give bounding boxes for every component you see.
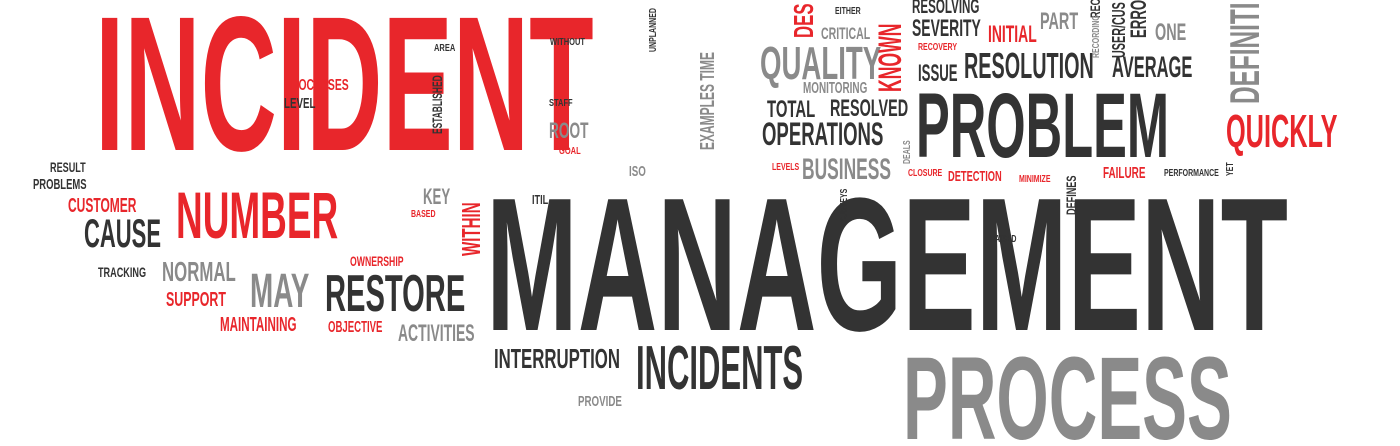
word-total: TOTAL [767,96,816,123]
word-incidents: INCIDENTS [636,334,804,403]
word-restore: RESTORE [325,265,466,323]
word-problem: PROBLEM [916,75,1169,177]
word-error: ERROR [1126,0,1151,38]
word-quality: QUALITY [760,37,882,89]
word-based: BASED [411,209,436,220]
word-key: KEY [423,184,451,209]
word-monitoring: MONITORING [803,80,868,97]
word-quickly: QUICKLY [1226,105,1338,157]
word-problems: PROBLEMS [33,176,87,193]
word-recovery: RECOVERY [918,42,958,53]
word-within: WITHIN [456,202,486,256]
word-interruption: INTERRUPTION [494,343,620,374]
word-either: EITHER [835,6,861,17]
word-part: PART [1040,8,1079,35]
word-processes: PROCESSES [284,77,349,94]
word-examples-time: EXAMPLES TIME [697,51,719,150]
word-performance: PERFORMANCE [1164,168,1219,179]
word-iso: ISO [629,163,646,180]
word-customer: CUSTOMER [68,195,137,217]
word-cause: CAUSE [84,212,162,256]
word-yet: YET [1225,162,1236,176]
word-resolution: RESOLUTION [964,45,1094,86]
word-severity: SEVERITY [912,15,981,42]
word-support: SUPPORT [166,289,226,311]
word-normal: NORMAL [162,256,236,287]
word-established: ESTABLISHED [429,75,445,134]
word-resolved: RESOLVED [830,95,909,122]
word-operations: OPERATIONS [762,116,884,152]
word-itil: ITIL [532,192,549,207]
word-number: NUMBER [176,178,339,252]
word-goal: GOAL [559,146,581,157]
word-critical: CRITICAL [821,24,871,43]
word-deals: DEALS [902,140,913,164]
word-resolving: RESOLVING [912,0,980,18]
word-objective: OBJECTIVE [328,319,383,336]
word-recording: RECORDING [1091,15,1102,58]
word-maintaining: MAINTAINING [220,314,297,336]
word-one: ONE [1155,19,1187,46]
word-process: PROCESS [903,333,1232,446]
word-ownership: OWNERSHIP [350,253,404,269]
word-definition: DEFINITI [1221,2,1268,105]
word-activities: ACTIVITIES [398,320,475,347]
word-detection: DETECTION [948,168,1002,185]
word-minimize: MINIMIZE [1019,174,1051,185]
word-defines: DEFINES [1063,175,1079,215]
word-closure: CLOSURE [908,168,943,179]
word-root: ROOT [549,118,589,143]
word-without: WITHOUT [550,37,585,48]
word-levels: LEVELS [772,162,800,173]
word-raised: RAISED [990,234,1017,245]
word-business: BUSINESS [802,153,891,186]
word-result: RESULT [50,159,86,175]
word-surveys: SURVEYS [839,188,850,222]
word-unplanned: UNPLANNED [648,8,659,53]
word-provide: PROVIDE [578,393,622,410]
word-staff: STAFF [549,98,573,109]
word-incident: INCIDENT [95,0,594,191]
word-issue: ISSUE [918,60,958,87]
word-management: MANAGEMENT [486,159,1288,371]
word-level: LEVEL [284,95,316,112]
word-area: AREA [434,43,456,54]
word-initial: INITIAL [988,21,1037,48]
word-known: KNOWN [872,23,908,93]
word-average: AVERAGE [1112,51,1193,84]
word-tracking: TRACKING [98,264,147,280]
word-failure: FAILURE [1103,165,1146,182]
word-des: DES [788,3,819,38]
word-may: MAY [250,265,310,318]
